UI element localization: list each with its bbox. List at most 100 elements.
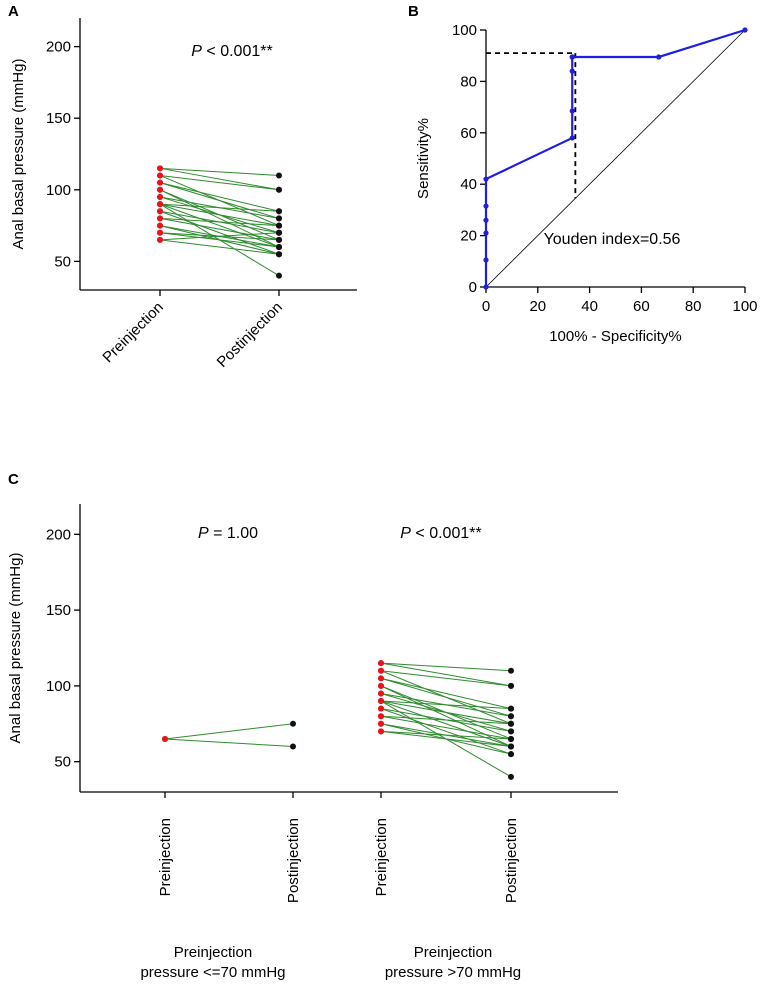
panel-a-pair-line: [159, 232, 280, 241]
panel-c-pair-line: [380, 715, 512, 740]
panel-b-roc-point: [483, 176, 489, 182]
panel-a-y-axis-label: Anal basal pressure (mmHg): [10, 59, 27, 250]
panel-a-post-point: [276, 244, 282, 251]
panel-a-pair-line: [159, 210, 280, 255]
panel-c-post-point: [508, 735, 514, 742]
panel-c-pair-line: [380, 700, 512, 710]
panel-a-pre-point: [157, 179, 163, 186]
panel-c-pre-point: [378, 660, 384, 667]
panel-c-y-tick-label: 150: [46, 602, 71, 619]
panel-a-pre-point: [157, 193, 163, 200]
panel-b-reference-line: [485, 29, 746, 288]
panel-c-y-tick-label: 100: [46, 678, 71, 695]
panel-a-y-tick-label: 150: [46, 110, 71, 127]
panel-b-roc-point: [569, 68, 575, 74]
panel-c-post-point: [508, 773, 514, 780]
panel-b-roc-point: [742, 27, 748, 33]
panel-c-pre-point: [378, 713, 384, 720]
panel-a-pair-line: [159, 167, 280, 176]
panel-a-post-point: [276, 229, 282, 236]
panel-c-p-value: P = 1.00: [198, 525, 258, 542]
panel-a-post-point: [276, 186, 282, 193]
panel-c-pair-line: [380, 662, 512, 672]
panel-c-post-point: [508, 667, 514, 674]
panel-a-post-point: [276, 222, 282, 229]
panel-a-x-tick-label: Preinjection: [99, 299, 166, 366]
panel-a-post-point: [276, 236, 282, 243]
panel-c-group-caption-line2: pressure >70 mmHg: [385, 964, 521, 981]
panel-a-pair-line: [159, 182, 280, 219]
panel-a-pre-point: [157, 222, 163, 229]
panel-a-post-point: [276, 215, 282, 222]
panel-b-roc-point: [483, 257, 489, 263]
panel-a-pair-line: [159, 217, 280, 241]
panel-a-pair-line: [159, 239, 280, 255]
panel-a-y-tick-label: 100: [46, 182, 71, 199]
panel-c-x-tick-label: Postinjection: [285, 818, 302, 903]
panel-c-pair-line: [380, 700, 512, 747]
panel-a-pair-line: [159, 189, 280, 248]
panel-c-pair-line: [380, 677, 512, 717]
panel-c-pre-point: [162, 735, 168, 742]
panel-c-post-point: [508, 720, 514, 727]
panel-b-x-tick-label: 100: [732, 298, 757, 315]
panel-c-pre-point: [378, 705, 384, 712]
panel-c-post-point: [508, 713, 514, 720]
panel-c-post-point: [508, 728, 514, 735]
panel-b-x-tick-label: 80: [685, 298, 702, 315]
panel-c-pair-line: [164, 738, 294, 748]
panel-a-pre-point: [157, 201, 163, 208]
panel-a-p-value: P < 0.001**: [191, 43, 272, 60]
panel-c-pre-point: [378, 675, 384, 682]
panel-b-y-tick-label: 80: [460, 73, 477, 90]
panel-label-a: A: [8, 3, 19, 20]
panel-b-y-tick-label: 20: [460, 228, 477, 245]
panel-b-roc-point: [483, 203, 489, 209]
panel-b-x-tick-label: 0: [482, 298, 490, 315]
panel-a-pair-line: [159, 203, 280, 212]
panel-c-post-point: [508, 682, 514, 689]
panel-b-roc-point: [656, 54, 662, 60]
panel-c-pre-point: [378, 698, 384, 705]
panel-a-y-tick-label: 200: [46, 39, 71, 56]
panel-b-y-tick-label: 100: [452, 22, 477, 39]
panel-c-post-point: [508, 743, 514, 750]
panel-c-pair-line: [380, 685, 512, 747]
panel-c-pre-point: [378, 720, 384, 727]
panel-b-roc-point: [483, 217, 489, 223]
panel-c-y-axis-label: Anal basal pressure (mmHg): [7, 553, 24, 744]
panel-b-y-tick-label: 0: [469, 279, 477, 296]
panel-c-pair-line: [380, 677, 512, 710]
panel-b-x-axis-label: 100% - Specificity%: [549, 328, 682, 345]
panel-a-pair-line: [159, 203, 280, 248]
panel-c-pre-point: [378, 728, 384, 735]
panel-a-pre-point: [157, 208, 163, 215]
panel-label-c: C: [8, 471, 19, 488]
panel-b-x-tick-label: 60: [633, 298, 650, 315]
panel-c-post-point: [290, 720, 296, 727]
panel-b-roc-point: [483, 284, 489, 290]
panel-c-pre-point: [378, 682, 384, 689]
panel-a-pre-point: [157, 229, 163, 236]
panel-label-b: B: [408, 3, 419, 20]
panel-c-pair-line: [380, 708, 512, 755]
panel-c-pair-line: [380, 670, 512, 687]
panel-c-group-caption-line1: Preinjection: [414, 944, 492, 961]
panel-a-pair-line: [159, 174, 280, 191]
panel-c-pair-line: [380, 730, 512, 740]
panel-a-x-tick-label: Postinjection: [214, 299, 286, 371]
panel-b-x-tick-label: 40: [581, 298, 598, 315]
panel-a-pre-point: [157, 236, 163, 243]
panel-a-pair-line: [159, 217, 280, 227]
panel-c-pre-point: [378, 667, 384, 674]
panel-c-pair-line: [380, 715, 512, 725]
panel-c-post-point: [508, 751, 514, 758]
panel-b-youden-annotation: Youden index=0.56: [544, 231, 681, 248]
panel-c-post-point: [290, 743, 296, 750]
panel-c-post-point: [508, 705, 514, 712]
panel-c-y-tick-label: 200: [46, 526, 71, 543]
panel-c-p-value: P < 0.001**: [400, 525, 481, 542]
panel-b-roc-point: [569, 108, 575, 114]
panel-a-pair-line: [159, 167, 280, 191]
